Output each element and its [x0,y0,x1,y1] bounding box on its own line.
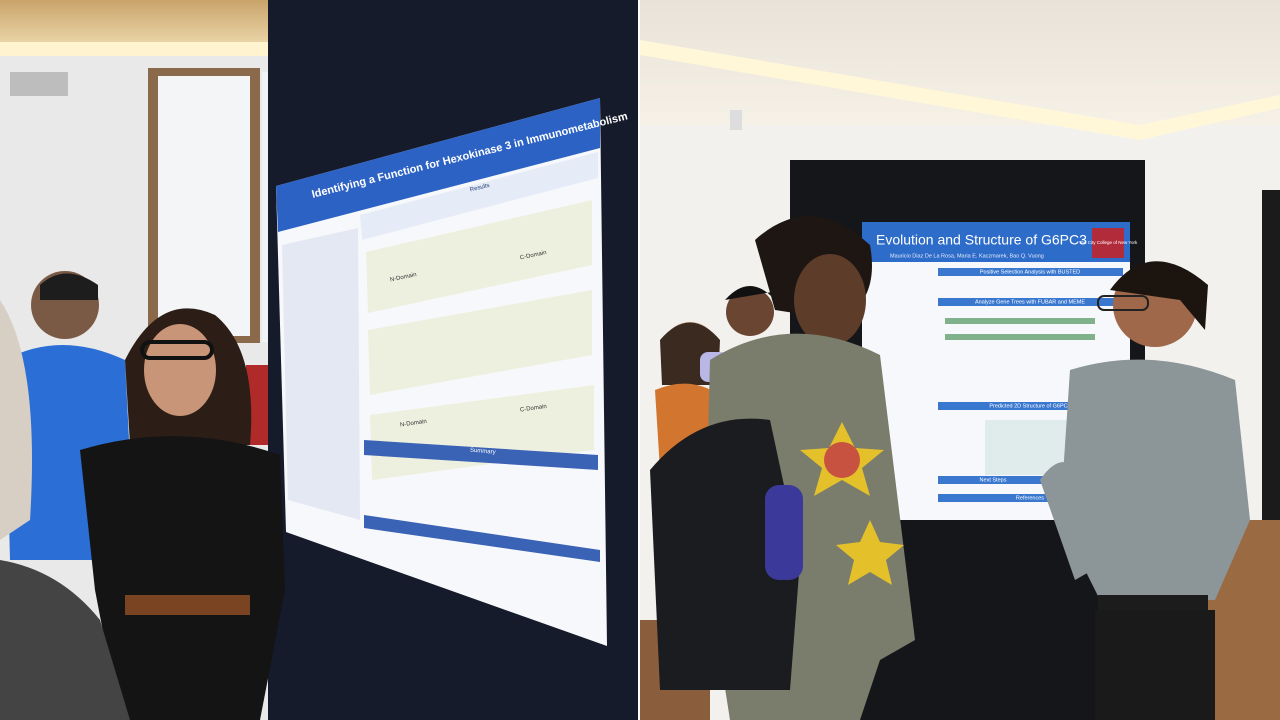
hair [0,300,32,540]
section-bar [938,298,1123,306]
section-heading: Summary [470,448,496,456]
divider [638,0,640,720]
domain-label: C-Domain [520,404,548,414]
trousers [1095,610,1215,720]
face [144,324,216,416]
section-heading: Analyze Gene Trees with FUBAR and MEME [975,299,1085,305]
face [794,254,866,346]
glasses [140,340,214,360]
grey-shirt [1060,359,1250,600]
poster-authors: Mauricio Diaz De La Rosa, Maria E. Kaczm… [890,253,1044,259]
section-heading: Results [469,183,490,194]
logo [1092,228,1124,258]
right-photo: The City College of New York Evolution a… [640,0,1280,720]
arm [1040,462,1110,580]
section-bar [364,440,598,470]
figure [945,318,1095,324]
star-patch [836,520,904,585]
backpack [650,418,800,690]
domain-label: N-Domain [389,272,417,283]
section-heading: Next Steps [980,477,1007,483]
poster-title-band [862,222,1130,262]
poster-left-column [282,228,360,520]
logo-text: The City College of New York [1079,240,1138,245]
person-back [0,560,130,720]
section-heading: Predicted 2D Structure of G6PC3 [989,403,1070,409]
glasses [1097,295,1149,311]
figure [945,334,1095,340]
section-heading: References [1016,495,1044,501]
domain-label: N-Domain [400,419,428,429]
vent [10,72,68,96]
patch [824,442,860,478]
light-fixture [730,110,742,130]
hair [1110,261,1208,330]
section-bar [938,494,1123,502]
domain-label: C-Domain [519,250,547,261]
section-bar [938,268,1123,276]
figure [368,290,592,395]
belt [1098,595,1208,613]
poster-title-band [276,98,600,232]
figure [366,200,592,313]
section-bar [938,476,1048,484]
poster-results-header [360,152,598,240]
section-bar [364,515,600,562]
window [158,76,250,336]
section-bar [938,402,1123,410]
person-head [726,288,774,336]
section-heading: Positive Selection Analysis with BUSTED [980,269,1080,275]
black-top [80,436,285,720]
poster-title: Evolution and Structure of G6PC3 [876,232,1087,248]
hair [725,286,775,300]
left-photo: Identifying a Function for Hexokinase 3 … [0,0,638,720]
hair [40,273,98,300]
belt [125,595,250,615]
water-bottle [765,485,803,580]
